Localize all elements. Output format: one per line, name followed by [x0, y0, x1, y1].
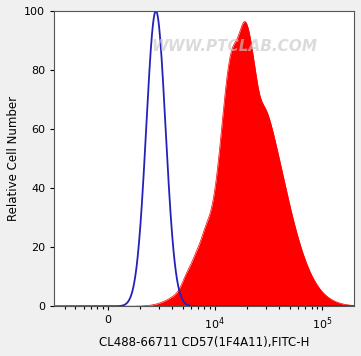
- X-axis label: CL488-66711 CD57(1F4A11),FITC-H: CL488-66711 CD57(1F4A11),FITC-H: [99, 336, 309, 349]
- Y-axis label: Relative Cell Number: Relative Cell Number: [7, 96, 20, 221]
- Text: WWW.PTCLAB.COM: WWW.PTCLAB.COM: [151, 39, 317, 54]
